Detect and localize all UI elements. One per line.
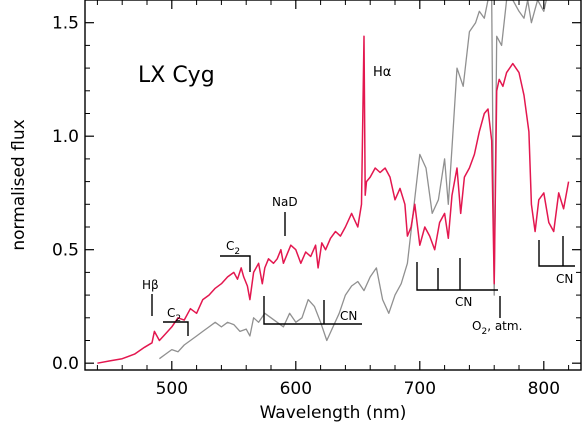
cn-band-marker-2 [416,258,498,291]
c2-band-marker-2 [220,255,251,272]
annotation-c2-1-base: C [226,239,234,253]
axis-layer: 500 600 700 800 0.0 0.5 1.0 1.5 [52,0,581,399]
cn-band-marker-3 [538,236,575,267]
y-tick-label: 1.0 [52,127,79,147]
y-axis-title: normalised flux [9,119,29,250]
annotation-o2-base: O [472,319,481,333]
annotation-o2-suffix: , atm. [487,319,522,333]
series-layer [97,0,570,364]
y-tick-label: 0.5 [52,241,79,261]
x-axis-title: Wavelength (nm) [260,403,407,423]
annotation-cn-2: CN [455,295,472,309]
annotation-c2-2-base: C [167,306,175,320]
series-line-1 [159,0,547,360]
annotation-o2-sub: 2 [481,327,487,337]
annotation-halpha: Hα [373,65,391,80]
annotation-cn-1: CN [340,309,357,323]
y-tick-label: 1.5 [52,14,79,34]
annotation-c2-2: C2 [167,306,181,324]
annotation-layer: Hα NaD C2 C2 Hβ CN CN CN O2, atm. [142,65,575,337]
c2-band-marker-1 [163,321,189,336]
plot-frame [84,0,582,371]
annotation-c2-1: C2 [226,239,240,257]
annotation-cn-3: CN [556,272,573,286]
x-tick-label: 600 [280,379,312,399]
chart-title: LX Cyg [138,63,215,88]
series-line-0 [97,35,570,364]
x-tick-label: 500 [156,379,188,399]
annotation-o2: O2, atm. [472,319,522,337]
annotation-nad: NaD [272,195,298,209]
annotation-hbeta: Hβ [142,278,159,292]
annotation-c2-2-sub: 2 [175,314,181,324]
y-tick-label: 0.0 [52,354,79,374]
annotation-c2-1-sub: 2 [234,247,240,257]
x-tick-label: 800 [528,379,560,399]
x-tick-label: 700 [404,379,436,399]
cn-band-marker-1 [263,296,362,325]
